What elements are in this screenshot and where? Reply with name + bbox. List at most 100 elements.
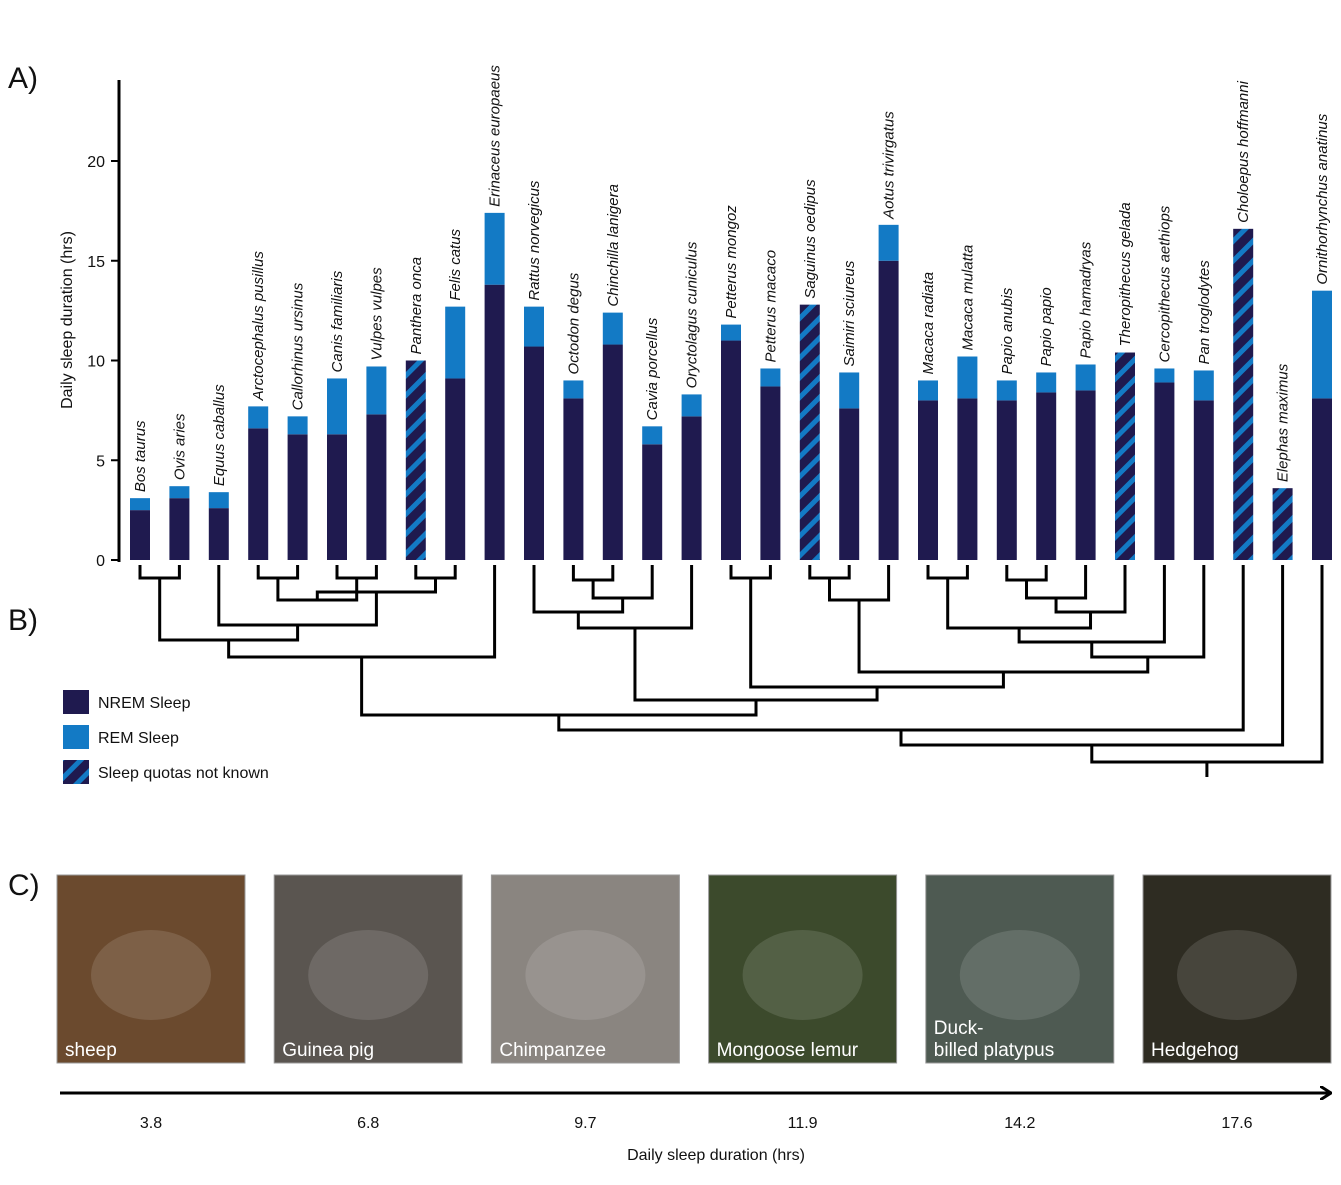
legend-label: Sleep quotas not known [98,765,269,782]
panel-label: C) [8,869,40,902]
bar-segment [760,368,781,387]
photo [708,874,898,1064]
tree-branch [946,578,1093,630]
y-axis-label: Daily sleep duration (hrs) [59,231,76,409]
bar-segment [878,224,899,261]
bar-segment [208,492,229,509]
bar-segment [721,324,741,341]
bar-segment [563,398,584,560]
species-label: Ovis aries [171,413,188,480]
bar-segment [366,414,387,560]
photo-label: Hedgehog [1151,1040,1239,1061]
species-label: Pan troglodytes [1196,260,1213,365]
species-label: Saguinus oedipus [802,179,819,299]
bar-segment [1193,370,1214,401]
tree-branch [1005,565,1048,582]
y-tick-label: 10 [87,354,105,371]
tree-branch [360,657,758,717]
species-label: Vulpes vulpes [368,267,385,361]
tree-branch [557,565,1245,732]
photo-label: sheep [65,1040,117,1061]
species-label: Macaca mulatta [959,245,976,351]
photo-label: Duck-billed platypus [934,1018,1054,1061]
photo-subject [742,930,863,1020]
bar-segment [839,408,860,560]
bar-segment [524,346,544,560]
photo-subject [525,930,646,1020]
photo [273,874,463,1064]
tree-branch [532,565,625,614]
bar-segment [327,378,347,435]
bar-segment [445,306,466,379]
bar-segment [602,344,623,560]
photo-subject [308,930,429,1020]
phylogeny [138,565,1324,777]
bar-segment [1036,392,1057,560]
bar-segment [484,212,505,285]
y-tick-label: 20 [87,154,105,171]
tree-branch [138,565,181,580]
bar-segment [130,510,150,560]
tree-branch [571,565,615,582]
species-label: Oryctolagus cuniculus [684,241,701,388]
photo-subject [1177,930,1297,1020]
bar-segment [445,378,466,560]
photo [925,874,1115,1064]
timeline-tick-label: 17.6 [1221,1115,1252,1132]
species-label: Rattus norvegicus [526,180,543,301]
species-label: Cercopithecus aethiops [1156,205,1173,362]
species-label: Saimiri sciureus [841,260,858,366]
bar-segment [169,498,190,560]
bar-segment [1115,352,1135,560]
timeline-axis-label: Daily sleep duration (hrs) [627,1147,805,1164]
bar-segment [327,434,347,560]
bar-segment [957,398,978,560]
y-tick-label: 15 [87,254,105,271]
photo [1142,874,1332,1064]
bar-segment [1233,228,1254,560]
bar-segment [602,312,623,345]
bar-segment [642,444,663,560]
bar-segment [918,400,938,560]
bar-segment [681,416,702,560]
species-label: Macaca radiata [920,272,937,375]
species-label: Theropithecus gelada [1117,202,1134,346]
species-label: Panthera onca [408,257,425,355]
bar-segment [996,400,1017,560]
tree-branch [729,565,772,580]
species-label: Callorhinus ursinus [290,282,307,410]
y-tick-label: 0 [96,553,105,570]
bar-segment [484,284,505,560]
bar-segment [721,340,741,560]
photo-subject [959,930,1080,1020]
bar-segment [878,260,899,560]
legend-swatch [63,760,89,784]
bar-segment [957,356,978,399]
legend-label: NREM Sleep [98,695,191,712]
bar-segment [524,306,544,347]
bar-segment [1193,400,1214,560]
species-label: Choloepus hoffmanni [1235,80,1252,222]
photo-subject [91,930,211,1020]
bar-segment [1312,398,1332,560]
timeline-tick-label: 11.9 [788,1115,818,1132]
bar-segment [1154,382,1175,560]
species-label: Petterus macaco [762,250,779,363]
tree-branch [414,565,457,580]
species-label: Cavia porcellus [644,317,661,420]
timeline-tick-label: 3.8 [140,1115,162,1132]
photo [56,874,246,1064]
bar-segment [405,360,426,560]
tree-branch [335,565,378,580]
panel-label: B) [8,604,38,637]
bar-segment [760,386,781,560]
timeline-tick-label: 6.8 [357,1115,379,1132]
species-label: Erinaceus europaeus [487,65,504,207]
photo [490,874,680,1064]
bar-segment [839,372,860,409]
legend-label: REM Sleep [98,730,179,747]
timeline-tick-label: 14.2 [1004,1115,1035,1132]
species-label: Octodon degus [565,272,582,374]
tree-branch [926,565,969,580]
